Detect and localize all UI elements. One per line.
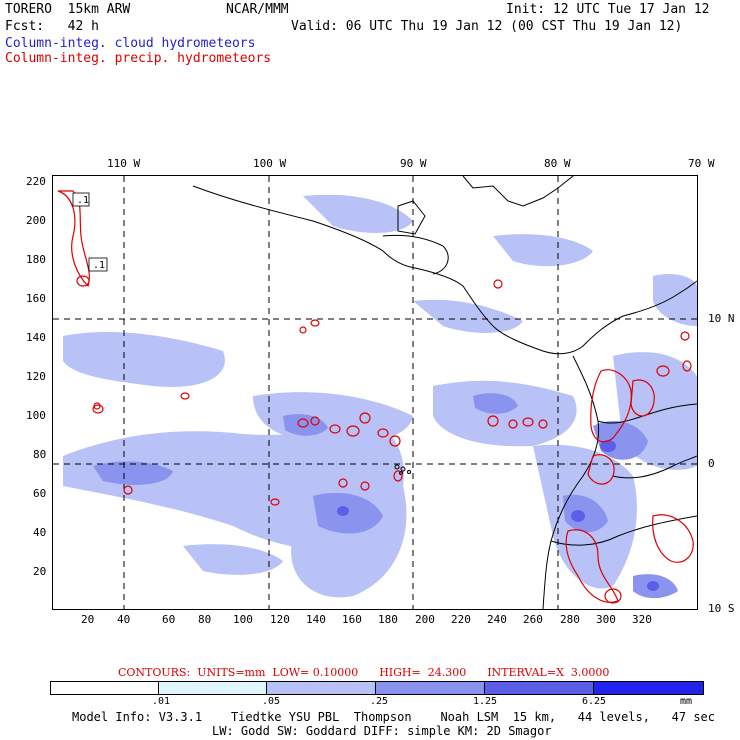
coastline: [192, 176, 697, 609]
lon-label-100w: 100 W: [253, 157, 287, 170]
colorbar-segment: [51, 682, 159, 694]
graticule: [53, 176, 697, 609]
forecast-hour: Fcst: 42 h: [5, 19, 99, 34]
colorbar-label: 6.25: [582, 696, 607, 707]
contour-label: .1: [77, 195, 89, 206]
x-tick-180: 180: [378, 613, 398, 626]
lat-label-10n: 10 N: [708, 312, 735, 325]
x-tick-120: 120: [270, 613, 290, 626]
colorbar-label: .01: [152, 696, 171, 707]
cloud-shading-light: [63, 194, 697, 598]
y-tick-180: 180: [26, 253, 46, 266]
colorbar-segment: [485, 682, 594, 694]
cloud-shading-dark: [337, 440, 659, 591]
center-label: NCAR/MMM: [226, 2, 289, 17]
x-tick-160: 160: [342, 613, 362, 626]
y-tick-80: 80: [33, 448, 47, 461]
valid-time: Valid: 06 UTC Thu 19 Jan 12 (00 CST Thu …: [291, 19, 683, 34]
lon-label-90w: 90 W: [400, 157, 427, 170]
colorbar-segment: [267, 682, 376, 694]
map-canvas: .1 .1: [53, 176, 697, 609]
y-tick-140: 140: [26, 331, 46, 344]
x-tick-100: 100: [233, 613, 253, 626]
x-tick-140: 140: [306, 613, 326, 626]
init-time: Init: 12 UTC Tue 17 Jan 12: [506, 2, 710, 17]
contour-label: .1: [93, 260, 105, 271]
x-tick-240: 240: [487, 613, 507, 626]
y-tick-20: 20: [33, 565, 47, 578]
galapagos-islands: [394, 464, 411, 475]
x-tick-200: 200: [415, 613, 435, 626]
field-cloud-label: Column-integ. cloud hydrometeors: [5, 36, 256, 51]
x-tick-220: 220: [451, 613, 471, 626]
x-tick-280: 280: [560, 613, 580, 626]
y-tick-200: 200: [26, 214, 46, 227]
model-info: Model Info: V3.3.1 Tiedtke YSU PBL Thomp…: [72, 710, 715, 724]
lat-label-10s: 10 S: [708, 602, 735, 615]
precip-contours: [57, 190, 694, 604]
lon-label-80w: 80 W: [544, 157, 571, 170]
x-tick-60: 60: [162, 613, 176, 626]
lon-label-110w: 110 W: [107, 157, 141, 170]
y-tick-40: 40: [33, 526, 47, 539]
x-tick-20: 20: [81, 613, 95, 626]
x-tick-300: 300: [596, 613, 616, 626]
colorbar-segment: [594, 682, 703, 694]
colorbar-segment: [159, 682, 267, 694]
x-tick-40: 40: [117, 613, 131, 626]
contour-label-boxes: [72, 192, 108, 272]
model-title: TORERO 15km ARW: [5, 2, 131, 17]
y-tick-160: 160: [26, 292, 46, 305]
model-info-physics: LW: Godd SW: Goddard DIFF: simple KM: 2D…: [212, 724, 552, 738]
map-frame: .1 .1: [52, 175, 698, 610]
colorbar-label: 1.25: [473, 696, 498, 707]
lat-label-0: 0: [708, 457, 715, 470]
x-tick-320: 320: [632, 613, 652, 626]
y-tick-220: 220: [26, 175, 46, 188]
contours-note: CONTOURS: UNITS=mm LOW= 0.10000 HIGH= 24…: [118, 666, 610, 679]
y-tick-100: 100: [26, 409, 46, 422]
colorbar-segment: [376, 682, 485, 694]
colorbar: [50, 681, 704, 695]
lon-label-70w: 70 W: [688, 157, 715, 170]
colorbar-label: .25: [370, 696, 389, 707]
colorbar-label: .05: [262, 696, 281, 707]
field-precip-label: Column-integ. precip. hydrometeors: [5, 51, 272, 66]
x-tick-260: 260: [523, 613, 543, 626]
x-tick-80: 80: [198, 613, 212, 626]
colorbar-units: mm: [680, 696, 693, 707]
y-tick-120: 120: [26, 370, 46, 383]
y-tick-60: 60: [33, 487, 47, 500]
